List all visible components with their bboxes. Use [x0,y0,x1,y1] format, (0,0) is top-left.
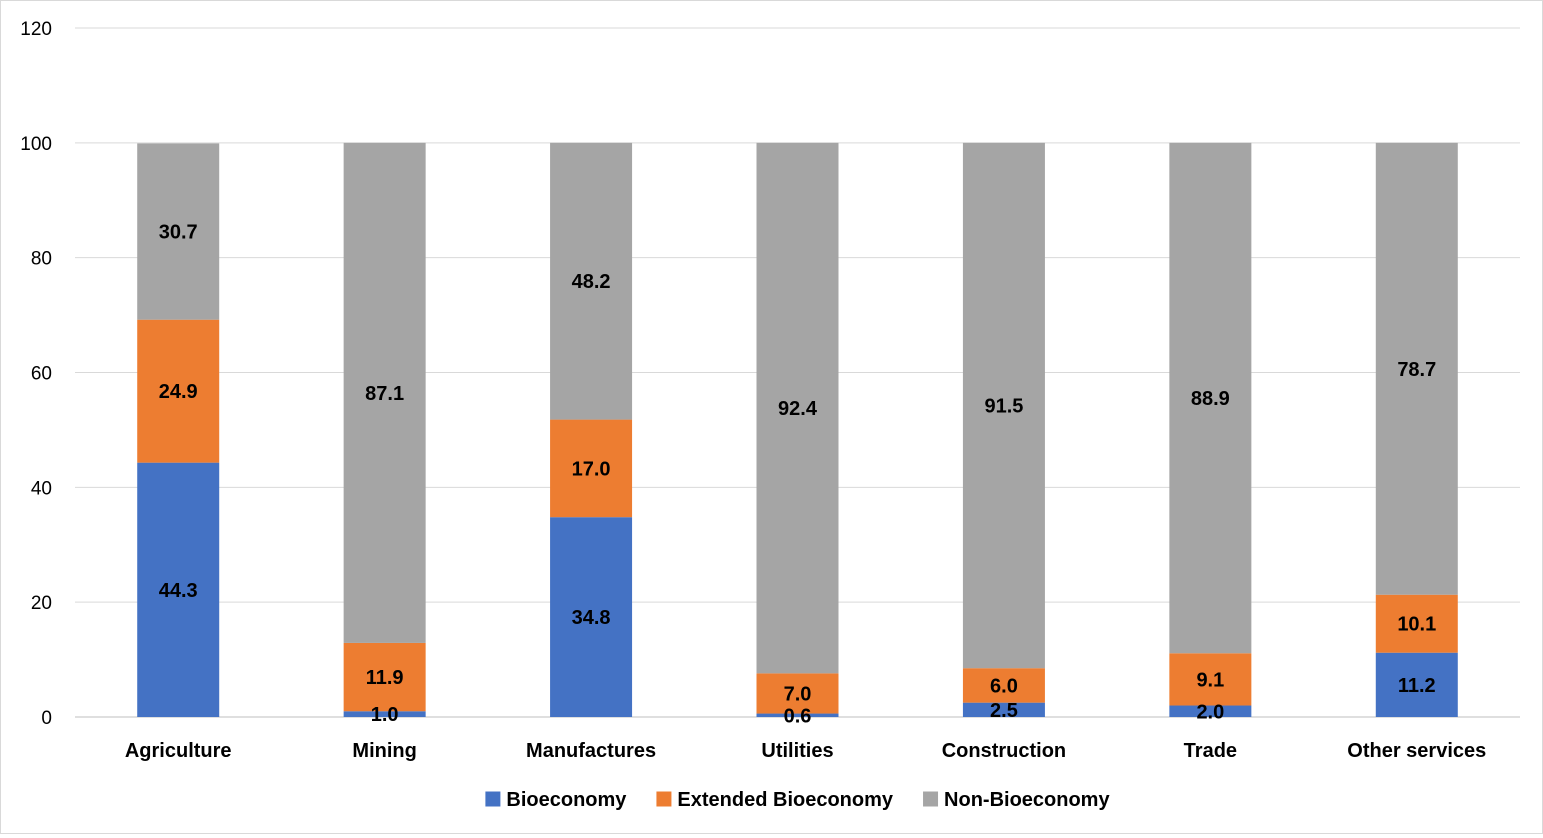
bar-segment [1169,653,1252,706]
legend: Bioeconomy Extended Bioeconomy Non-Bioecon… [485,789,1110,811]
data-label: 92.4 [778,398,818,420]
data-label: 91.5 [984,396,1023,418]
bars [137,142,1458,717]
bar-segment [137,143,220,320]
data-label: 10.1 [1397,614,1436,636]
x-axis: Agriculture Mining Manufactures Utilities Co… [125,740,1486,762]
data-label: 48.2 [572,271,611,293]
y-tick-label: 0 [41,708,52,729]
data-label: 11.9 [366,667,404,689]
data-label: 88.9 [1191,388,1230,410]
bar-segment [962,702,1045,717]
x-category-label: Utilities [761,740,833,762]
legend-label: Bioeconomy [506,789,627,811]
data-label: 7.0 [784,683,812,705]
bar-segment [550,419,633,518]
data-label: 11.2 [1398,675,1436,697]
bar-segment [962,668,1045,703]
bar-segment [1169,142,1252,654]
bar-segment [550,517,633,717]
y-tick-label: 40 [31,478,52,499]
data-label: 0.6 [784,705,812,727]
data-label: 2.5 [990,700,1018,722]
x-category-label: Construction [942,740,1066,762]
x-category-label: Mining [352,740,416,762]
bar-segment [1375,594,1458,653]
bar-segment [1375,142,1458,595]
bar-segment [756,713,839,717]
legend-swatch [923,791,939,807]
bar-segment [137,462,220,717]
bar-segment [756,673,839,714]
y-tick-label: 20 [31,593,52,614]
x-category-label: Other services [1347,740,1486,762]
bar-segment [1375,652,1458,717]
bar-segment [343,142,426,643]
data-label: 34.8 [572,607,611,629]
data-label: 87.1 [365,383,404,405]
bar-segment [756,142,839,674]
data-label: 78.7 [1397,359,1436,381]
data-label: 44.3 [159,580,198,602]
data-labels: 44.3 24.9 30.7 1.0 11.9 87.1 34.8 17.0 48.2 0.67.… [159,222,1437,728]
legend-label: Extended Bioeconomy [677,789,893,811]
bar-segment [343,642,426,712]
data-label: 17.0 [572,458,611,480]
bar-segment [1169,705,1252,717]
bar-segment [550,142,633,420]
data-label: 24.9 [159,381,198,403]
y-axis: 0 20 40 60 80 100 120 [20,19,52,729]
x-category-label: Trade [1184,740,1237,762]
legend-swatch [656,791,672,807]
legend-swatch [485,791,501,807]
y-tick-label: 60 [31,364,52,385]
data-label: 9.1 [1196,669,1224,691]
legend-label: Non-Bioeconomy [944,789,1110,811]
bar-segment [343,711,426,717]
bar-segment [137,319,220,463]
y-tick-label: 120 [20,19,52,40]
x-category-label: Manufactures [526,740,656,762]
data-label: 6.0 [990,675,1018,697]
y-tick-label: 100 [20,134,52,155]
data-label: 30.7 [159,222,198,244]
x-category-label: Agriculture [125,740,232,762]
y-tick-label: 80 [31,249,52,270]
data-label: 1.0 [371,704,399,726]
data-label: 2.0 [1196,701,1224,723]
bar-segment [962,142,1045,669]
